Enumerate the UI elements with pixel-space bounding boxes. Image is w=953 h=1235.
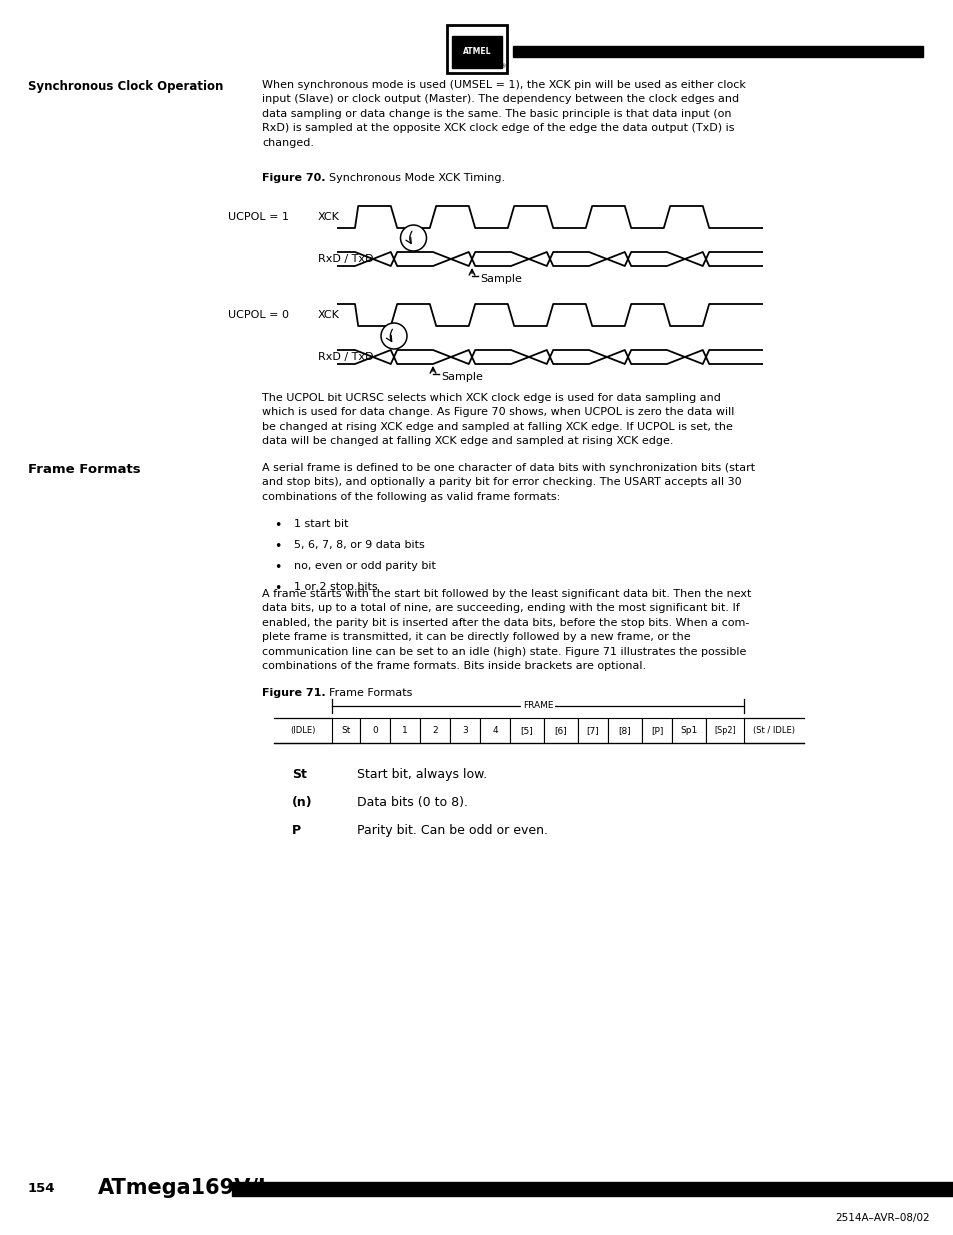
Text: A frame starts with the start bit followed by the least significant data bit. Th: A frame starts with the start bit follow…: [262, 589, 751, 671]
Text: Start bit, always low.: Start bit, always low.: [356, 768, 487, 781]
Text: 2514A–AVR–08/02: 2514A–AVR–08/02: [835, 1213, 929, 1223]
Text: [6]: [6]: [554, 726, 567, 735]
Text: 154: 154: [28, 1182, 55, 1194]
Text: ATMEL: ATMEL: [462, 47, 491, 56]
Text: Synchronous Clock Operation: Synchronous Clock Operation: [28, 80, 223, 93]
Text: 4: 4: [492, 726, 497, 735]
Bar: [543, 718, 578, 743]
Text: Frame Formats: Frame Formats: [28, 463, 140, 475]
Text: Figure 70.: Figure 70.: [262, 173, 325, 183]
Text: When synchronous mode is used (UMSEL = 1), the XCK pin will be used as either cl: When synchronous mode is used (UMSEL = 1…: [262, 80, 745, 148]
Text: FRAME: FRAME: [522, 701, 553, 710]
Bar: [607, 718, 641, 743]
Text: Sample: Sample: [479, 274, 521, 284]
Bar: [671, 718, 705, 743]
Bar: [641, 718, 671, 743]
Bar: [705, 718, 743, 743]
Bar: [232, 1182, 953, 1195]
Text: Sample: Sample: [440, 372, 482, 382]
Bar: [359, 718, 390, 743]
Bar: [452, 36, 501, 68]
Text: [P]: [P]: [650, 726, 662, 735]
Text: 5, 6, 7, 8, or 9 data bits: 5, 6, 7, 8, or 9 data bits: [294, 540, 424, 550]
Text: Sp1: Sp1: [679, 726, 697, 735]
Text: Synchronous Mode XCK Timing.: Synchronous Mode XCK Timing.: [322, 173, 504, 183]
Text: Parity bit. Can be odd or even.: Parity bit. Can be odd or even.: [356, 824, 547, 837]
Text: UCPOL = 1: UCPOL = 1: [228, 212, 289, 222]
Text: Figure 71.: Figure 71.: [262, 688, 325, 698]
Text: (IDLE): (IDLE): [290, 726, 315, 735]
Text: RxD / TxD: RxD / TxD: [317, 254, 374, 264]
Text: [7]: [7]: [586, 726, 598, 735]
Text: XCK: XCK: [317, 212, 339, 222]
Text: 0: 0: [372, 726, 377, 735]
Text: ®: ®: [499, 64, 505, 69]
Circle shape: [380, 324, 407, 350]
Bar: [447, 25, 506, 73]
Text: [8]: [8]: [618, 726, 631, 735]
Text: 3: 3: [461, 726, 467, 735]
Text: (n): (n): [292, 797, 313, 809]
Text: 1 start bit: 1 start bit: [294, 519, 348, 529]
Text: 1 or 2 stop bits: 1 or 2 stop bits: [294, 582, 377, 592]
Text: ATmega169V/L: ATmega169V/L: [98, 1178, 272, 1198]
Text: 2: 2: [432, 726, 437, 735]
Text: no, even or odd parity bit: no, even or odd parity bit: [294, 561, 436, 571]
Text: •: •: [274, 540, 281, 553]
Text: [5]: [5]: [520, 726, 533, 735]
Text: [Sp2]: [Sp2]: [714, 726, 735, 735]
Text: (St / IDLE): (St / IDLE): [752, 726, 794, 735]
Text: P: P: [292, 824, 301, 837]
Text: RxD / TxD: RxD / TxD: [317, 352, 374, 362]
Text: The UCPOL bit UCRSC selects which XCK clock edge is used for data sampling and
w: The UCPOL bit UCRSC selects which XCK cl…: [262, 393, 734, 446]
Text: St: St: [292, 768, 307, 781]
Text: Data bits (0 to 8).: Data bits (0 to 8).: [356, 797, 468, 809]
Bar: [578, 718, 607, 743]
Text: Frame Formats: Frame Formats: [322, 688, 412, 698]
Text: A serial frame is defined to be one character of data bits with synchronization : A serial frame is defined to be one char…: [262, 463, 755, 501]
Bar: [419, 718, 450, 743]
Text: 1: 1: [402, 726, 408, 735]
Text: St: St: [341, 726, 351, 735]
Text: UCPOL = 0: UCPOL = 0: [228, 310, 289, 320]
Text: •: •: [274, 582, 281, 595]
Bar: [479, 718, 510, 743]
Text: •: •: [274, 561, 281, 574]
Bar: [332, 718, 359, 743]
Text: XCK: XCK: [317, 310, 339, 320]
Bar: [513, 46, 923, 57]
Bar: [450, 718, 479, 743]
Bar: [510, 718, 543, 743]
Circle shape: [400, 225, 426, 251]
Text: •: •: [274, 519, 281, 532]
Bar: [390, 718, 419, 743]
